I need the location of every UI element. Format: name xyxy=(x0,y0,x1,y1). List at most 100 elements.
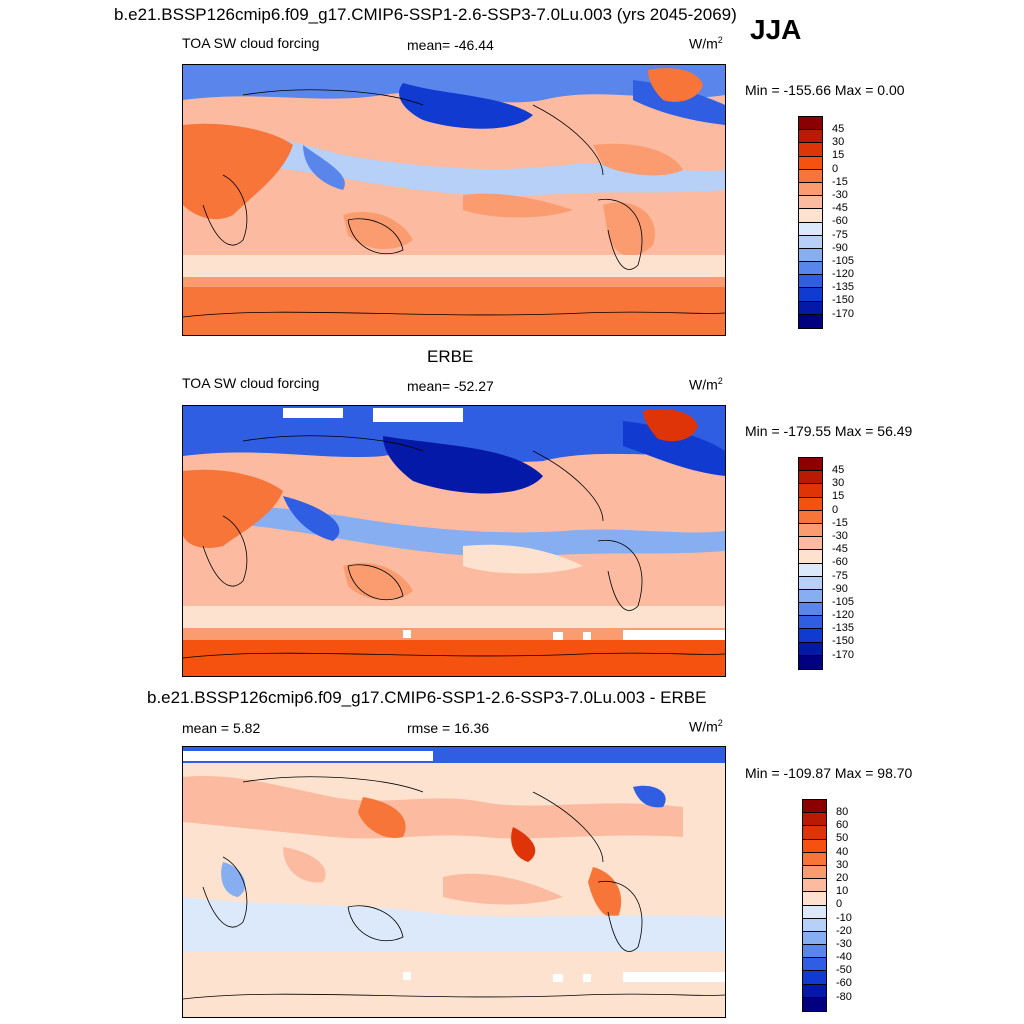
colorbar-tick-label: -75 xyxy=(832,228,848,241)
panel-1-mean-label: mean= -46.44 xyxy=(407,37,494,53)
panel-2-colorbar-labels: 45 30 15 0 -15 -30 -45 -60 -75 -90 -105 -120 -135 -15… xyxy=(832,464,854,662)
colorbar-tick-label: 15 xyxy=(832,490,845,503)
colorbar-tick-label: -45 xyxy=(832,543,848,556)
colorbar-tick-label: -30 xyxy=(832,529,848,542)
colorbar-swatch xyxy=(803,813,826,827)
colorbar-swatch xyxy=(803,826,826,840)
colorbar-swatch xyxy=(799,314,822,328)
colorbar-tick-label: 45 xyxy=(832,123,845,135)
colorbar-tick-label: -60 xyxy=(832,556,848,569)
panel-3-colorbar xyxy=(802,799,827,1012)
colorbar-swatch xyxy=(803,997,826,1011)
colorbar-tick-label: -170 xyxy=(832,648,855,661)
colorbar-tick-label: -105 xyxy=(832,595,855,608)
colorbar-tick-label: -135 xyxy=(832,281,855,294)
colorbar-swatch xyxy=(799,497,822,511)
colorbar-swatch xyxy=(803,971,826,985)
colorbar-tick-label: -50 xyxy=(836,964,852,977)
colorbar-swatch xyxy=(799,589,822,604)
panel-2-variable-label: TOA SW cloud forcing xyxy=(182,375,320,391)
colorbar-swatch xyxy=(799,563,822,577)
panel-2-units: W/m2 xyxy=(689,376,723,393)
panel-3-map xyxy=(182,746,726,1018)
colorbar-tick-label: -30 xyxy=(832,188,848,201)
colorbar-tick-label: 30 xyxy=(832,136,845,149)
panel-2-map xyxy=(182,405,726,677)
colorbar-swatch xyxy=(803,800,826,814)
colorbar-tick-label: -10 xyxy=(836,911,852,924)
colorbar-tick-label: -15 xyxy=(832,516,848,529)
panel-1-colorbar xyxy=(798,116,823,329)
panel-2-mean-label: mean= -52.27 xyxy=(407,378,494,394)
colorbar-swatch xyxy=(799,196,822,210)
colorbar-tick-label: -170 xyxy=(832,307,855,320)
colorbar-tick-label: 45 xyxy=(832,464,845,476)
colorbar-tick-label: -90 xyxy=(832,582,848,595)
colorbar-swatch xyxy=(803,918,826,932)
colorbar-swatch xyxy=(799,458,822,472)
colorbar-swatch xyxy=(799,275,822,289)
season-label: JJA xyxy=(750,14,802,45)
panel-1-variable-label: TOA SW cloud forcing xyxy=(182,35,320,51)
colorbar-swatch xyxy=(803,865,826,880)
colorbar-swatch xyxy=(799,130,822,144)
colorbar-swatch xyxy=(803,984,826,998)
panel-1-minmax: Min = -155.66 Max = 0.00 xyxy=(745,82,905,98)
colorbar-swatch xyxy=(803,839,826,853)
colorbar-swatch xyxy=(803,879,826,893)
panel-3-mean-label: mean = 5.82 xyxy=(182,720,261,736)
colorbar-swatch xyxy=(799,209,822,223)
colorbar-tick-label: -75 xyxy=(832,569,848,582)
colorbar-swatch xyxy=(803,945,826,959)
colorbar-tick-label: 20 xyxy=(836,871,849,884)
panel-3-minmax: Min = -109.87 Max = 98.70 xyxy=(745,765,913,781)
colorbar-tick-label: -120 xyxy=(832,609,855,622)
colorbar-tick-label: -90 xyxy=(832,241,848,254)
colorbar-tick-label: -150 xyxy=(832,294,855,307)
colorbar-swatch xyxy=(803,852,826,866)
colorbar-swatch xyxy=(803,892,826,906)
panel-1-units: W/m2 xyxy=(689,35,723,52)
panel-1-map xyxy=(182,64,726,336)
panel-2-title: ERBE xyxy=(427,347,474,366)
colorbar-tick-label: 60 xyxy=(836,819,849,832)
colorbar-tick-label: -105 xyxy=(832,254,855,267)
colorbar-tick-label: 40 xyxy=(836,845,849,858)
panel-1-colorbar-labels: 45 30 15 0 -15 -30 -45 -60 -75 -90 -105 -120 -135 -15… xyxy=(832,123,854,321)
panel-3-colorbar-labels: 80 60 50 40 30 20 10 0 -10 -20 -30 -40 -50 -60 -80 xyxy=(836,806,852,1004)
colorbar-tick-label: -80 xyxy=(836,990,852,1003)
colorbar-swatch xyxy=(799,143,822,157)
colorbar-tick-label: -20 xyxy=(836,924,852,937)
panel-3-units: W/m2 xyxy=(689,718,723,735)
colorbar-tick-label: -60 xyxy=(832,215,848,228)
colorbar-swatch xyxy=(799,182,822,197)
colorbar-swatch xyxy=(799,301,822,315)
colorbar-swatch xyxy=(799,642,822,656)
colorbar-swatch xyxy=(799,288,822,302)
colorbar-swatch xyxy=(799,576,822,590)
colorbar-tick-label: 0 xyxy=(832,162,839,175)
colorbar-tick-label: -45 xyxy=(832,202,848,215)
colorbar-tick-label: -135 xyxy=(832,622,855,635)
colorbar-tick-label: 50 xyxy=(836,832,849,845)
colorbar-tick-label: 0 xyxy=(836,898,843,911)
colorbar-swatch xyxy=(799,262,822,276)
colorbar-swatch xyxy=(799,117,822,131)
colorbar-tick-label: -40 xyxy=(836,951,852,964)
colorbar-tick-label: -15 xyxy=(832,175,848,188)
panel-2-minmax: Min = -179.55 Max = 56.49 xyxy=(745,423,913,439)
colorbar-swatch xyxy=(799,156,822,170)
colorbar-tick-label: -30 xyxy=(836,937,852,950)
colorbar-tick-label: -60 xyxy=(836,977,852,990)
colorbar-swatch xyxy=(799,603,822,617)
panel-3-rmse-label: rmse = 16.36 xyxy=(407,720,490,736)
colorbar-tick-label: 15 xyxy=(832,149,845,162)
colorbar-swatch xyxy=(799,616,822,630)
colorbar-swatch xyxy=(799,248,822,263)
colorbar-swatch xyxy=(799,169,822,183)
colorbar-swatch xyxy=(799,510,822,524)
colorbar-swatch xyxy=(799,484,822,498)
panel-1-title: b.e21.BSSP126cmip6.f09_g17.CMIP6-SSP1-2.… xyxy=(114,5,737,24)
colorbar-tick-label: 10 xyxy=(836,885,849,898)
colorbar-swatch xyxy=(803,905,826,919)
